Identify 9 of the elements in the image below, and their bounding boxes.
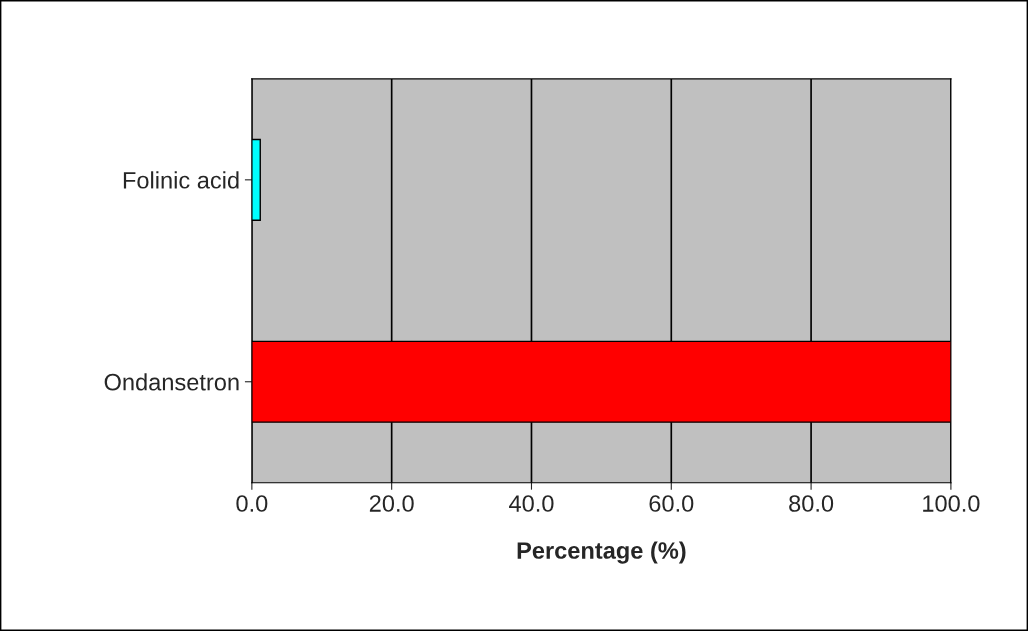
x-tick-label: 60.0	[649, 495, 694, 512]
y-tick-label: Folinic acid	[123, 171, 239, 189]
x-tick-label: 40.0	[509, 495, 554, 512]
x-tick-label: 20.0	[369, 495, 414, 512]
x-tick-label: 100.0	[923, 495, 980, 512]
x-tick-label: 80.0	[789, 495, 834, 512]
x-tick-label: 0.0	[236, 495, 268, 512]
x-axis-title: Percentage (%)	[517, 541, 686, 564]
y-tick-label: Ondansetron	[104, 373, 239, 391]
